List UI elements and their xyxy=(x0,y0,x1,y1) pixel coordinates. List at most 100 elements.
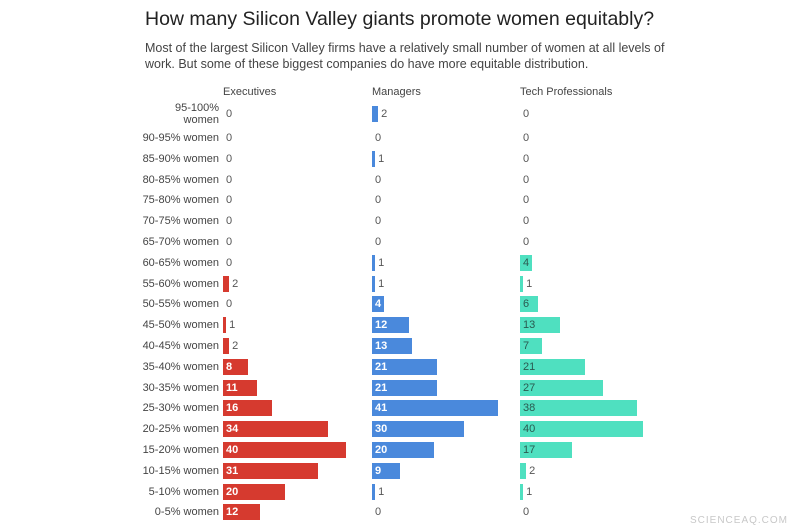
bar xyxy=(520,254,533,271)
series-header: Managers xyxy=(372,86,421,98)
category-label: 55-60% women xyxy=(142,277,219,290)
bar xyxy=(223,421,328,438)
data-label: 0 xyxy=(226,256,233,269)
data-label: 0 xyxy=(226,132,233,144)
bar xyxy=(223,462,319,479)
data-label: 0 xyxy=(226,152,233,165)
category-label: 85-90% women xyxy=(142,152,219,165)
bar xyxy=(223,317,227,334)
bar xyxy=(372,150,376,167)
data-label: 2 xyxy=(232,340,239,352)
bar xyxy=(223,442,347,458)
data-label: 0 xyxy=(226,215,233,228)
data-label: 1 xyxy=(378,256,385,269)
data-label: 0 xyxy=(375,173,382,186)
bar xyxy=(372,275,376,292)
category-label: 45-50% women xyxy=(142,319,219,332)
category-label: 50-55% women xyxy=(142,298,219,311)
category-label: 40-45% women xyxy=(142,340,219,352)
data-label: 0 xyxy=(375,506,382,519)
bar xyxy=(223,338,230,354)
category-label: 25-30% women xyxy=(142,402,219,415)
category-label: 75-80% women xyxy=(142,194,219,207)
bar xyxy=(520,421,644,438)
data-label: 0 xyxy=(375,236,382,248)
category-label: 5-10% women xyxy=(148,485,219,498)
bar xyxy=(223,483,285,500)
bar xyxy=(520,483,524,500)
bar xyxy=(520,338,542,354)
bar xyxy=(372,400,499,417)
data-label: 0 xyxy=(523,132,530,144)
data-label: 0 xyxy=(226,194,233,207)
bar xyxy=(223,400,273,417)
data-label: 16 xyxy=(226,402,239,415)
bar xyxy=(372,421,465,438)
data-label: 0 xyxy=(523,236,530,248)
bar xyxy=(372,462,400,479)
data-label: 0 xyxy=(523,108,530,120)
bar xyxy=(520,296,539,313)
bar xyxy=(372,358,437,375)
data-label: 11 xyxy=(226,381,238,394)
data-label: 7 xyxy=(523,340,530,352)
bar xyxy=(372,254,376,271)
data-label: 1 xyxy=(526,485,533,498)
data-label: 13 xyxy=(375,340,388,352)
data-label: 1 xyxy=(378,277,385,290)
series-header: Executives xyxy=(223,86,277,98)
data-label: 0 xyxy=(226,108,233,120)
data-label: 0 xyxy=(226,173,233,186)
data-label: 6 xyxy=(523,298,530,311)
chart-subtitle: Most of the largest Silicon Valley firms… xyxy=(145,41,665,71)
category-label: 95-100% women xyxy=(174,102,219,126)
bar xyxy=(520,358,585,375)
data-label: 30 xyxy=(375,423,388,436)
data-label: 0 xyxy=(523,152,530,165)
watermark: SCIENCEAQ.COM xyxy=(689,515,788,526)
data-label: 1 xyxy=(229,319,236,332)
bar xyxy=(372,338,413,354)
data-label: 0 xyxy=(375,215,382,228)
category-label: 70-75% women xyxy=(142,215,219,228)
bar xyxy=(223,275,230,292)
bar xyxy=(372,379,437,396)
bar xyxy=(372,106,379,122)
category-label: 0-5% women xyxy=(154,506,219,519)
data-label: 21 xyxy=(523,360,536,373)
data-label: 21 xyxy=(375,381,388,394)
data-label: 40 xyxy=(226,444,239,456)
data-label: 0 xyxy=(523,194,530,207)
data-label: 8 xyxy=(226,360,233,373)
data-label: 0 xyxy=(375,132,382,144)
bar xyxy=(372,317,409,334)
bar xyxy=(520,462,527,479)
data-label: 12 xyxy=(375,319,388,332)
bar xyxy=(520,442,573,458)
bar xyxy=(223,504,260,521)
data-label: 1 xyxy=(378,485,385,498)
data-label: 40 xyxy=(523,423,536,436)
bar xyxy=(223,358,248,375)
data-label: 2 xyxy=(529,464,536,477)
data-label: 2 xyxy=(381,108,388,120)
bar xyxy=(520,379,604,396)
category-label: 80-85% women xyxy=(142,173,219,186)
data-label: 4 xyxy=(523,256,530,269)
category-label: 20-25% women xyxy=(142,423,219,436)
data-label: 9 xyxy=(375,464,382,477)
category-label: 65-70% women xyxy=(142,236,219,248)
data-label: 1 xyxy=(378,152,385,165)
data-label: 4 xyxy=(375,298,382,311)
data-label: 34 xyxy=(226,423,239,436)
category-label: 10-15% women xyxy=(142,464,219,477)
data-label: 20 xyxy=(226,485,239,498)
data-label: 41 xyxy=(375,402,388,415)
data-label: 13 xyxy=(523,319,536,332)
data-label: 17 xyxy=(523,444,536,456)
category-label: 60-65% women xyxy=(142,256,219,269)
data-label: 38 xyxy=(523,402,536,415)
bar xyxy=(372,483,376,500)
category-label: 15-20% women xyxy=(142,444,219,456)
category-label: 90-95% women xyxy=(142,132,219,144)
